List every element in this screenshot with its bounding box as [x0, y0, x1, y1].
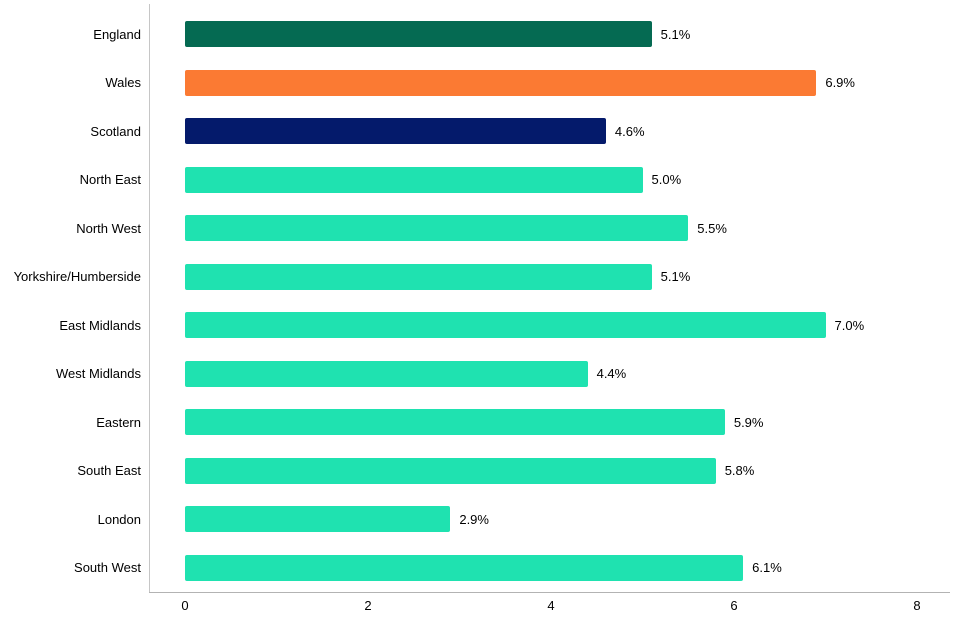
category-label: England [93, 26, 141, 42]
chart-row: North West 5.5% [0, 204, 960, 253]
category-label: South East [77, 463, 141, 479]
chart-row: Wales 6.9% [0, 59, 960, 108]
value-label: 4.4% [596, 366, 627, 382]
bar-track: 5.1% [185, 21, 960, 48]
category-label: London [97, 511, 141, 527]
bar [185, 360, 588, 387]
bar-track: 4.6% [185, 118, 960, 145]
bar [185, 118, 606, 145]
bar [185, 215, 689, 242]
chart-row: West Midlands 4.4% [0, 350, 960, 399]
value-label: 2.9% [459, 511, 489, 527]
value-label: 5.1% [660, 269, 691, 285]
category-label: West Midlands [55, 366, 141, 382]
category-label: Yorkshire/Humberside [13, 269, 141, 285]
value-label: 5.5% [697, 220, 727, 236]
x-tick-label: 4 [547, 598, 555, 613]
category-label: Wales [105, 75, 141, 91]
chart-rows: England 5.1% Wales 6.9% Scotland 4.6% North Ea… [0, 10, 960, 592]
value-label: 5.1% [660, 26, 691, 42]
bar [185, 263, 652, 290]
value-label: 5.8% [724, 463, 755, 479]
bar-track: 6.1% [185, 554, 960, 581]
x-tick-label: 2 [364, 598, 372, 613]
chart-row: North East 5.0% [0, 156, 960, 205]
bar [185, 409, 725, 436]
value-label: 4.6% [614, 123, 645, 139]
value-label: 6.1% [752, 560, 782, 576]
bar-track: 5.9% [185, 409, 960, 436]
bar [185, 312, 826, 339]
bar [185, 21, 652, 48]
chart-row: Yorkshire/Humberside 5.1% [0, 253, 960, 302]
bar [185, 166, 643, 193]
bar-track: 4.4% [185, 360, 960, 387]
x-tick-label: 0 [181, 598, 189, 613]
bar-track: 6.9% [185, 69, 960, 96]
category-label: South West [74, 560, 141, 576]
chart-row: England 5.1% [0, 10, 960, 59]
category-label: East Midlands [59, 317, 141, 333]
bar-track: 5.0% [185, 166, 960, 193]
bar-track: 5.8% [185, 457, 960, 484]
y-axis-line [149, 4, 150, 592]
category-label: North West [76, 220, 141, 236]
bar [185, 69, 817, 96]
value-label: 5.0% [651, 172, 682, 188]
value-label: 7.0% [834, 317, 865, 333]
value-label: 6.9% [825, 75, 855, 91]
value-label: 5.9% [733, 414, 764, 430]
chart-row: East Midlands 7.0% [0, 301, 960, 350]
category-label: Scotland [90, 123, 141, 139]
chart-row: Scotland 4.6% [0, 107, 960, 156]
chart-row: Eastern 5.9% [0, 398, 960, 447]
x-axis-line [149, 592, 950, 593]
bar [185, 554, 744, 581]
chart-row: South East 5.8% [0, 447, 960, 496]
category-label: North East [79, 172, 141, 188]
x-tick-label: 6 [730, 598, 738, 613]
bar [185, 506, 451, 533]
bar-track: 5.1% [185, 263, 960, 290]
chart-row: London 2.9% [0, 495, 960, 544]
category-label: Eastern [96, 414, 141, 430]
x-tick-label: 8 [913, 598, 921, 613]
bar-track: 7.0% [185, 312, 960, 339]
chart-row: South West 6.1% [0, 544, 960, 593]
bar-track: 2.9% [185, 506, 960, 533]
bar-track: 5.5% [185, 215, 960, 242]
bar [185, 457, 716, 484]
x-axis-ticks: 0 2 4 6 8 [0, 599, 960, 619]
